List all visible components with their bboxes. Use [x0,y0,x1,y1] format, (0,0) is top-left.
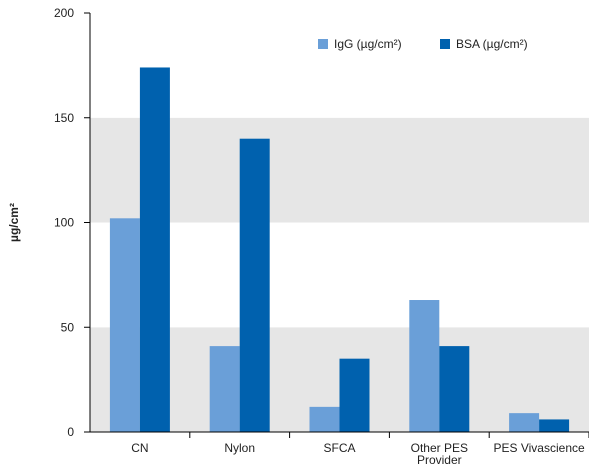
bar [239,138,270,432]
bars [109,67,570,432]
legend-swatch [440,39,450,49]
x-tick-label: Other PES Provider [411,441,468,466]
bar [439,346,470,432]
bar [209,346,240,432]
background-band [90,222,589,328]
y-tick-label: 150 [54,111,74,125]
x-tick-label: PES Vivascience [494,441,585,455]
y-tick-label: 200 [54,6,74,20]
x-tick-label: SFCA [323,441,355,455]
background-band [90,13,589,118]
bar [409,300,440,432]
legend: IgG (µg/cm²) BSA (µg/cm²) [318,37,528,51]
y-tick-label: 100 [54,216,74,230]
background-band [90,117,589,223]
legend-swatch [318,39,328,49]
bar [539,419,570,432]
x-tick-label: Nylon [224,441,255,455]
bar [339,358,370,432]
bar [509,413,540,432]
background-bands [90,13,589,432]
y-ticks: 0 50 100 150 200 [54,6,90,439]
y-axis-label: µg/cm² [7,203,21,242]
x-ticks: CN Nylon SFCA Other PES Provider PES Vivascie… [131,432,589,466]
x-tick-label: CN [131,441,148,455]
bar [109,218,140,432]
bar [309,406,340,432]
bar [139,67,170,432]
y-tick-label: 0 [67,425,74,439]
legend-label: BSA (µg/cm²) [456,37,528,51]
y-tick-label: 50 [61,320,75,334]
legend-label: IgG (µg/cm²) [334,37,402,51]
